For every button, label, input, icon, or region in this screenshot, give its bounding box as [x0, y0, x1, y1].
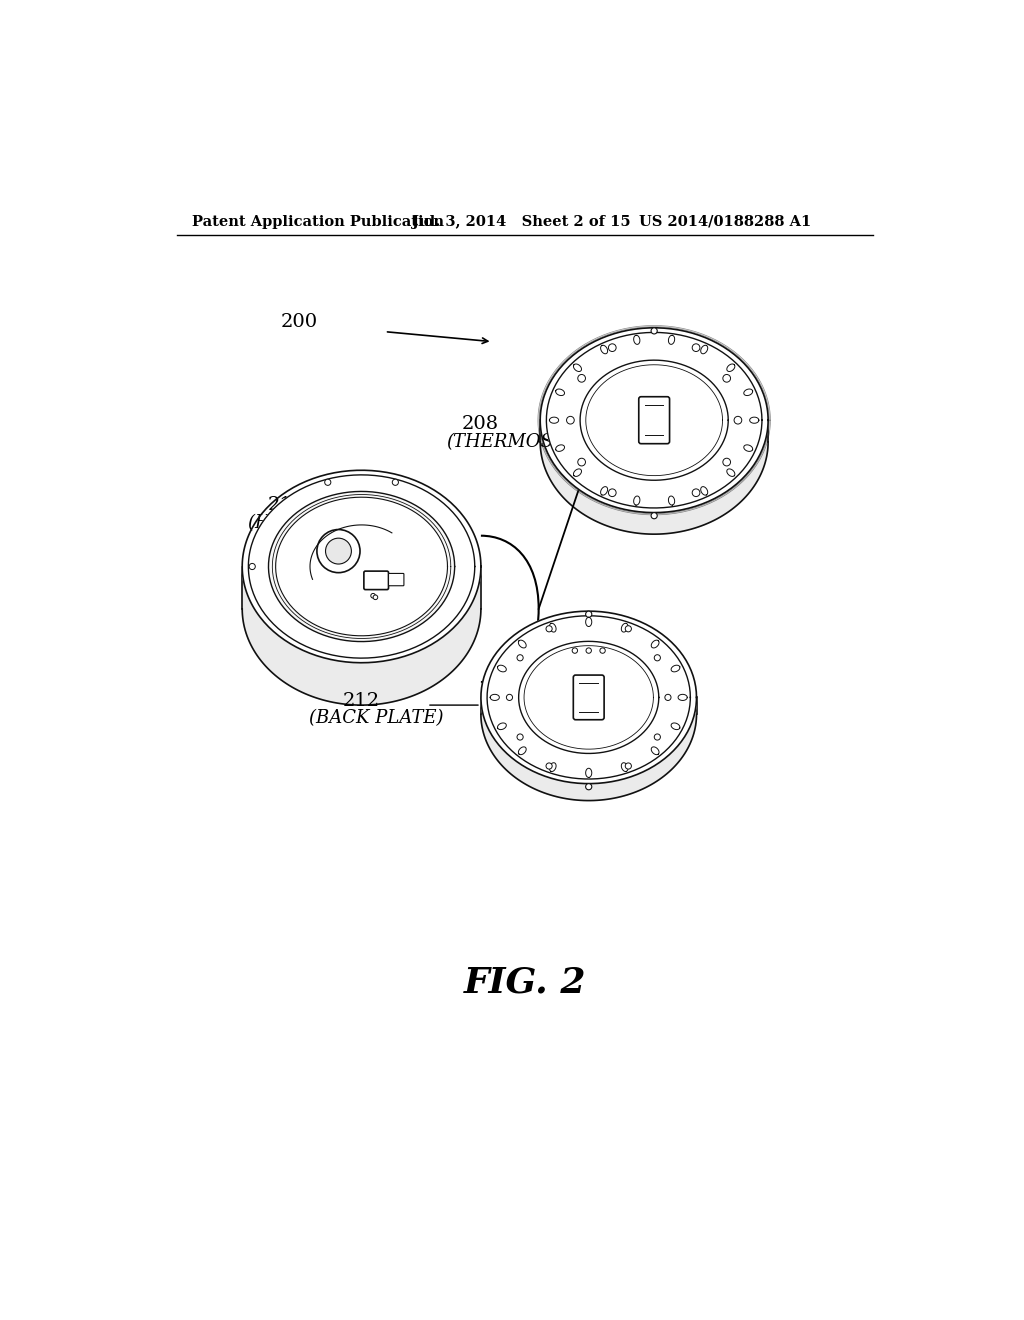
Polygon shape [622, 623, 628, 632]
Polygon shape [550, 417, 559, 424]
Polygon shape [541, 327, 768, 512]
Polygon shape [498, 665, 506, 672]
Polygon shape [669, 335, 675, 345]
Polygon shape [750, 417, 759, 424]
Polygon shape [518, 642, 658, 754]
Circle shape [692, 343, 699, 351]
Polygon shape [669, 496, 675, 506]
Text: 208: 208 [462, 414, 499, 433]
Polygon shape [573, 469, 582, 477]
Polygon shape [671, 723, 680, 730]
Circle shape [517, 734, 523, 741]
Polygon shape [634, 496, 640, 506]
Polygon shape [518, 640, 526, 648]
Polygon shape [743, 389, 753, 396]
Polygon shape [651, 640, 659, 648]
Polygon shape [243, 566, 481, 705]
Polygon shape [700, 487, 708, 495]
Circle shape [654, 734, 660, 741]
Circle shape [546, 763, 552, 770]
Text: 200: 200 [281, 313, 317, 331]
Circle shape [586, 784, 592, 789]
Polygon shape [490, 694, 500, 701]
Polygon shape [550, 623, 556, 632]
Circle shape [651, 512, 657, 519]
Text: Patent Application Publication: Patent Application Publication [193, 215, 444, 228]
Polygon shape [634, 335, 640, 345]
Polygon shape [622, 763, 628, 771]
Circle shape [586, 611, 592, 618]
Polygon shape [727, 364, 735, 371]
FancyBboxPatch shape [573, 675, 604, 719]
Polygon shape [727, 469, 735, 477]
Polygon shape [550, 763, 556, 771]
Polygon shape [671, 665, 680, 672]
Circle shape [326, 539, 351, 564]
Text: (BACK PLATE): (BACK PLATE) [309, 709, 443, 727]
Circle shape [608, 488, 616, 496]
Polygon shape [498, 723, 506, 730]
FancyBboxPatch shape [364, 572, 388, 590]
Circle shape [325, 479, 331, 486]
Text: US 2014/0188288 A1: US 2014/0188288 A1 [639, 215, 811, 228]
Circle shape [507, 694, 513, 701]
Polygon shape [249, 475, 475, 659]
Polygon shape [586, 618, 592, 627]
Circle shape [578, 375, 586, 383]
Circle shape [665, 694, 671, 701]
Polygon shape [700, 346, 708, 354]
Circle shape [517, 655, 523, 661]
Polygon shape [243, 470, 481, 663]
Polygon shape [481, 697, 696, 800]
Circle shape [626, 763, 632, 770]
Text: 212: 212 [342, 692, 380, 710]
Polygon shape [743, 445, 753, 451]
Polygon shape [541, 420, 768, 535]
FancyBboxPatch shape [388, 573, 403, 586]
Circle shape [316, 529, 360, 573]
Circle shape [723, 375, 730, 383]
Circle shape [572, 648, 578, 653]
Polygon shape [268, 491, 455, 642]
Polygon shape [518, 747, 526, 755]
Circle shape [578, 458, 586, 466]
Polygon shape [275, 498, 447, 636]
Circle shape [734, 416, 741, 424]
Polygon shape [556, 389, 564, 396]
Polygon shape [481, 611, 696, 784]
Polygon shape [586, 768, 592, 777]
Polygon shape [601, 346, 607, 354]
Circle shape [600, 648, 605, 653]
Circle shape [692, 488, 699, 496]
Text: (THERMOSTAT): (THERMOSTAT) [446, 433, 595, 450]
Circle shape [371, 594, 376, 598]
Circle shape [373, 595, 378, 599]
Polygon shape [556, 445, 564, 451]
Text: FIG. 2: FIG. 2 [464, 965, 586, 999]
Polygon shape [601, 487, 607, 495]
Circle shape [651, 327, 657, 334]
Text: Jul. 3, 2014   Sheet 2 of 15: Jul. 3, 2014 Sheet 2 of 15 [412, 215, 630, 228]
Circle shape [249, 564, 255, 570]
Circle shape [723, 458, 730, 466]
Text: (HEAD UNIT): (HEAD UNIT) [248, 513, 374, 532]
Circle shape [546, 626, 552, 632]
Polygon shape [573, 364, 582, 371]
Circle shape [392, 479, 398, 486]
Circle shape [566, 416, 574, 424]
Circle shape [654, 655, 660, 661]
Polygon shape [547, 333, 762, 508]
Polygon shape [580, 360, 728, 480]
FancyBboxPatch shape [639, 397, 670, 444]
Polygon shape [651, 747, 659, 755]
Circle shape [586, 648, 592, 653]
Text: 210: 210 [267, 496, 305, 513]
Polygon shape [678, 694, 687, 701]
Circle shape [626, 626, 632, 632]
Circle shape [608, 343, 616, 351]
Polygon shape [487, 616, 690, 779]
